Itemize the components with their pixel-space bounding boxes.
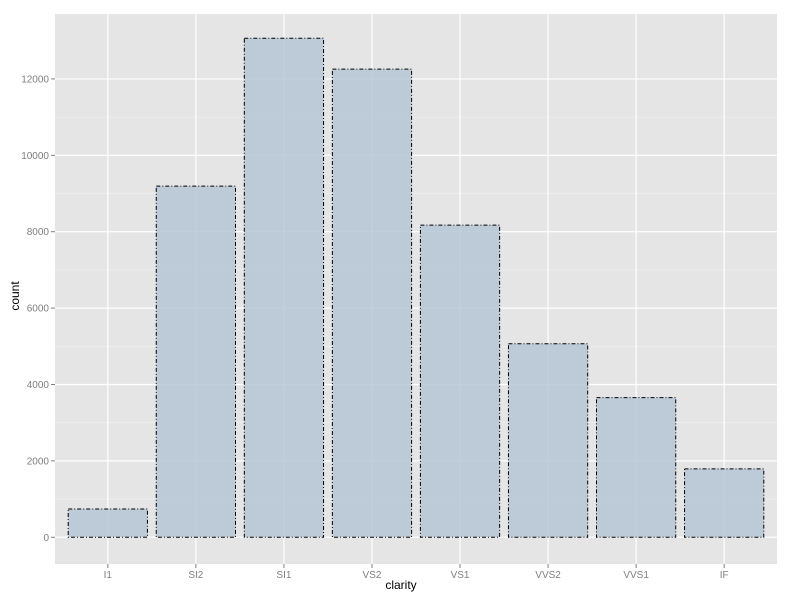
x-tick-label: SI1 — [276, 570, 291, 581]
x-tick-label: VS1 — [451, 570, 470, 581]
bar — [67, 508, 148, 538]
y-axis-title: count — [8, 281, 22, 311]
x-tick-label: IF — [720, 570, 729, 581]
bar — [155, 185, 237, 538]
x-axis-ticks: I1 SI2 SI1 VS2 VS1 VVS2 VVS1 IF — [104, 564, 729, 581]
bar — [243, 37, 325, 538]
y-tick-label: 6000 — [27, 304, 50, 315]
bar — [419, 224, 501, 538]
y-tick-label: 4000 — [27, 380, 50, 391]
bar — [331, 68, 413, 538]
y-tick-label: 8000 — [27, 227, 50, 238]
x-tick-label: SI2 — [188, 570, 203, 581]
bar — [684, 468, 765, 538]
bar — [596, 397, 677, 538]
x-tick-label: VS2 — [363, 570, 382, 581]
x-tick-label: VVS2 — [535, 570, 561, 581]
y-tick-label: 12000 — [21, 74, 49, 85]
bars — [67, 37, 765, 538]
y-tick-label: 10000 — [21, 151, 49, 162]
x-tick-label: VVS1 — [623, 570, 649, 581]
x-tick-label: I1 — [104, 570, 113, 581]
y-tick-label: 2000 — [27, 456, 50, 467]
y-axis-ticks: 0 2000 4000 6000 8000 10000 12000 — [21, 74, 55, 544]
y-tick-label: 0 — [43, 533, 49, 544]
bar — [507, 343, 589, 538]
x-axis-title: clarity — [385, 578, 416, 592]
